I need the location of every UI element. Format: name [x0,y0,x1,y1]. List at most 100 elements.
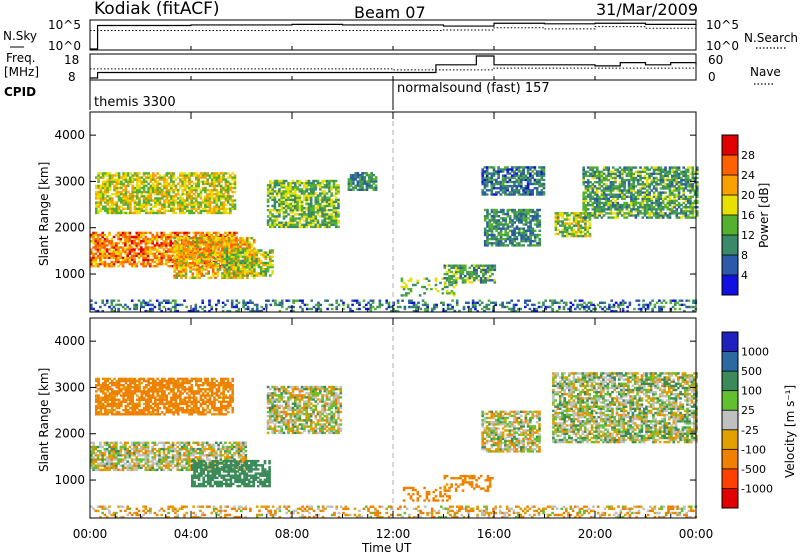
heatmap-cell [303,213,306,216]
heatmap-cell [522,178,525,182]
heatmap-cell [506,184,509,188]
heatmap-cell [325,196,329,199]
heatmap-cell [207,249,210,252]
heatmap-cell [334,215,338,218]
heatmap-cell [538,182,541,186]
heatmap-cell [668,216,672,219]
heatmap-cell [182,239,185,242]
heatmap-cell [575,218,578,221]
heatmap-cell [305,219,308,222]
heatmap-cell [655,197,658,200]
heatmap-cell [482,277,485,280]
heatmap-cell [252,241,256,244]
heatmap-cell [181,172,184,175]
heatmap-cell [611,195,615,198]
heatmap-cell [634,214,638,217]
heatmap-cell [149,188,153,192]
heatmap-cell [165,184,169,188]
heatmap-cell [122,174,125,177]
heatmap-cell [284,206,288,210]
heatmap-cell [217,209,221,213]
heatmap-cell [223,239,226,242]
heatmap-cell [108,186,112,190]
heatmap-cell [668,208,672,211]
heatmap-cell [298,181,302,185]
heatmap-cell [155,233,159,237]
heatmap-cell [248,237,251,240]
heatmap-cell [314,196,318,199]
heatmap-cell [181,201,184,204]
heatmap-cell [591,166,595,169]
heatmap-cell [352,182,355,185]
heatmap-cell [233,180,237,183]
heatmap-cell [334,179,338,183]
heatmap-cell [671,208,674,211]
heatmap-cell [108,262,111,266]
heatmap-cell [94,246,98,249]
heatmap-cell [490,237,494,241]
heatmap-cell [237,259,240,263]
heatmap-cell [566,212,569,215]
heatmap-cell [531,231,535,235]
heatmap-cell [209,276,213,279]
heatmap-cell [196,245,199,248]
heatmap-cell [92,256,95,260]
heatmap-cell [349,184,353,187]
heatmap-cell [205,243,208,246]
heatmap-cell [131,174,134,177]
heatmap-cell [508,176,512,179]
heatmap-cell [179,205,182,208]
heatmap-cell [450,266,453,269]
heatmap-cell [124,260,127,264]
heatmap-cell [636,195,640,198]
heatmap-cell [90,235,93,239]
heatmap-cell [284,223,288,226]
heatmap-cell [173,237,176,240]
heatmap-cell [499,235,503,239]
heatmap-cell [287,198,290,201]
heatmap-cell [112,248,116,251]
heatmap-cell [425,287,429,291]
heatmap-cell [584,195,588,198]
heatmap-cell [145,201,148,204]
heatmap-cell [216,264,220,267]
heatmap-cell [374,188,378,191]
heatmap-cell [217,197,221,200]
heatmap-cell [510,191,514,194]
heatmap-cell [473,272,476,276]
heatmap-cell [212,272,215,275]
heatmap-cell [278,223,281,226]
heatmap-cell [94,240,98,243]
heatmap-cell [309,188,313,191]
heatmap-cell [634,166,638,169]
heatmap-cell [248,243,251,246]
heatmap-cell [196,252,200,255]
heatmap-cell [618,166,622,169]
heatmap-cell [646,185,649,188]
heatmap-cell [495,229,498,232]
heatmap-cell [156,184,159,188]
heatmap-cell [95,186,98,190]
heatmap-cell [195,172,198,175]
heatmap-cell [158,252,161,255]
heatmap-cell [490,191,494,194]
heatmap-cell [246,263,249,267]
heatmap-cell [607,203,610,207]
heatmap-cell [614,181,617,184]
heatmap-cell [600,210,604,213]
heatmap-cell [122,199,125,202]
heatmap-cell [179,178,182,181]
heatmap-cell [191,251,195,254]
heatmap-cell [287,196,290,199]
heatmap-cell [511,223,514,226]
heatmap-cell [253,274,256,277]
heatmap-cell [214,264,217,267]
heatmap-cell [291,204,295,208]
heatmap-cell [126,190,130,194]
heatmap-cell [577,220,580,223]
heatmap-cell [303,223,306,226]
heatmap-cell [657,206,660,209]
heatmap-cell [129,209,132,213]
heatmap-cell [216,257,220,261]
heatmap-cell [126,254,129,257]
